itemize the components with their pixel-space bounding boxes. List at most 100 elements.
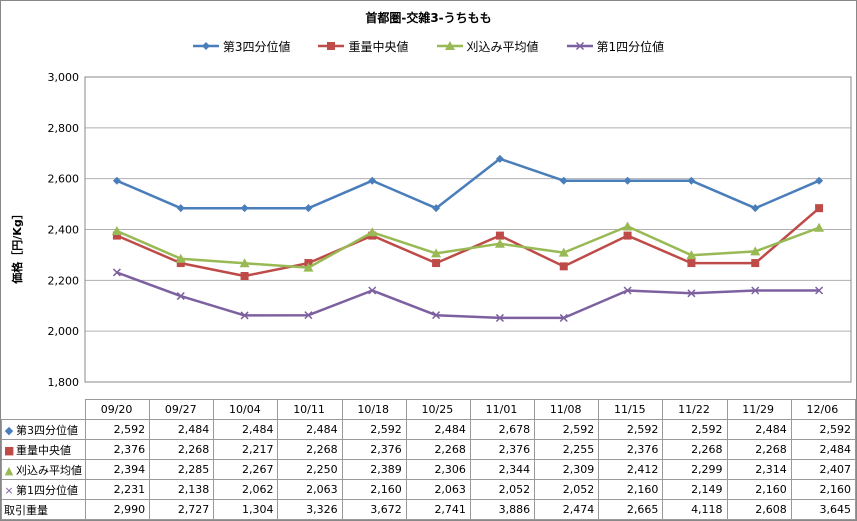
x-tick-label: 09/20 [84, 399, 151, 420]
table-cell: 2,149 [662, 479, 728, 500]
row-marker-icon: ▲ [4, 463, 14, 477]
data-point-diamond [559, 176, 568, 185]
legend-swatch [192, 42, 219, 50]
data-point-triangle [686, 250, 697, 260]
series-line-3 [116, 225, 820, 269]
table-cell: 2,484 [726, 419, 792, 440]
table-cell: 2,314 [726, 459, 792, 480]
x-tick-label: 11/29 [726, 399, 792, 420]
data-point-square [751, 259, 760, 268]
data-point-square [432, 259, 441, 268]
data-point-x [495, 313, 504, 322]
data-point-square [176, 259, 185, 268]
legend-label: 第1四分位値 [596, 39, 665, 54]
y-tick-label: 2,400 [48, 224, 80, 237]
x-tick-label: 11/08 [534, 399, 600, 420]
table-cell: 2,160 [790, 479, 857, 500]
table-cell: 2,484 [213, 419, 279, 440]
plot-area: 1,800 2,000 2,200 2,400 2,600 2,800 3,000 [48, 71, 852, 389]
data-table: 09/20 09/27 10/04 10/11 10/18 10/25 11/01 11/08… [1, 399, 857, 520]
data-point-diamond [112, 176, 121, 185]
table-cell: 2,231 [84, 479, 151, 500]
x-tick-label: 11/01 [469, 399, 536, 420]
row-marker-icon: ■ [4, 443, 15, 457]
data-point-x [815, 286, 824, 295]
table-cell: 3,886 [469, 499, 536, 520]
data-point-x [751, 286, 760, 295]
table-cell: 2,299 [662, 459, 728, 480]
x-tick-label: 10/11 [277, 399, 343, 420]
series-line-2 [116, 207, 820, 278]
row-marker-icon: × [4, 483, 14, 497]
legend-item: 刈込み平均値 [436, 38, 539, 54]
table-cell: 2,268 [662, 439, 728, 460]
table-row: ◆ 第3四分位値 2,592 2,484 2,484 2,484 2,592 2,484 2,6… [1, 419, 857, 440]
table-cell: 2,484 [790, 439, 857, 460]
data-point-diamond [751, 204, 760, 213]
chart-title: 首都圏-交雑3-うちもも [365, 11, 492, 25]
table-cell: 4,118 [662, 499, 728, 520]
legend-swatch [566, 41, 593, 51]
x-tick-label: 09/27 [149, 399, 215, 420]
series-line-1 [116, 157, 820, 210]
table-cell: 2,376 [84, 439, 151, 460]
x-tick-label: 10/25 [405, 399, 471, 420]
table-cell: 2,389 [341, 459, 407, 480]
table-cell: 2,138 [149, 479, 215, 500]
data-point-x [112, 268, 121, 277]
row-label-text: 第1四分位値 [16, 483, 78, 497]
data-point-x [176, 292, 185, 301]
data-point-x [304, 311, 313, 320]
table-cell: 2,160 [598, 479, 664, 500]
data-point-triangle [558, 247, 569, 257]
data-point-x [559, 313, 568, 322]
table-cell: 2,063 [277, 479, 343, 500]
table-cell: 2,394 [84, 459, 151, 480]
row-label: ◆ 第3四分位値 [1, 419, 86, 440]
table-cell: 2,474 [534, 499, 600, 520]
row-label-text: 重量中央値 [16, 443, 71, 457]
table-cell: 2,268 [405, 439, 471, 460]
legend-item: 重量中央値 [318, 38, 409, 54]
legend-item: 第1四分位値 [566, 38, 665, 54]
data-point-diamond [304, 204, 313, 213]
chart-legend: 第3四分位値 重量中央値 刈込み平均値 第1四分位値 [1, 38, 856, 54]
y-tick-label: 3,000 [48, 71, 80, 84]
y-tick-label: 1,800 [48, 376, 80, 389]
table-cell: 2,412 [598, 459, 664, 480]
table-cell: 2,063 [405, 479, 471, 500]
table-cell: 2,592 [341, 419, 407, 440]
legend-item: 第3四分位値 [192, 38, 291, 54]
data-point-x [623, 286, 632, 295]
data-point-triangle [494, 238, 505, 248]
data-point-triangle [431, 248, 442, 258]
data-point-diamond [495, 154, 504, 163]
y-tick-label: 2,000 [48, 325, 80, 338]
table-cell: 2,306 [405, 459, 471, 480]
row-label: × 第1四分位値 [1, 479, 86, 500]
table-cell: 2,309 [534, 459, 600, 480]
table-cell: 2,678 [469, 419, 536, 440]
table-cell: 2,217 [213, 439, 279, 460]
data-point-triangle [622, 221, 633, 231]
table-cell: 2,990 [84, 499, 151, 520]
table-cell: 2,062 [213, 479, 279, 500]
row-label: 取引重量 [1, 499, 86, 520]
table-cell: 2,250 [277, 459, 343, 480]
data-point-square [687, 259, 696, 268]
data-point-diamond [432, 204, 441, 213]
data-point-square [240, 272, 249, 281]
row-label: ▲ 刈込み平均値 [1, 459, 86, 480]
data-point-diamond [815, 176, 824, 185]
row-label: ■ 重量中央値 [1, 439, 86, 460]
legend-label: 第3四分位値 [222, 39, 291, 54]
data-point-square [112, 231, 121, 240]
table-cell: 1,304 [213, 499, 279, 520]
data-point-triangle [814, 222, 825, 232]
y-tick-label: 2,200 [48, 274, 80, 287]
table-cell: 2,727 [149, 499, 215, 520]
table-row: × 第1四分位値 2,231 2,138 2,062 2,063 2,160 2,063 2,0… [1, 479, 857, 500]
data-point-diamond [368, 176, 377, 185]
row-label-text: 第3四分位値 [16, 423, 78, 437]
table-row: ■ 重量中央値 2,376 2,268 2,217 2,268 2,376 2,268 2,37… [1, 439, 857, 460]
